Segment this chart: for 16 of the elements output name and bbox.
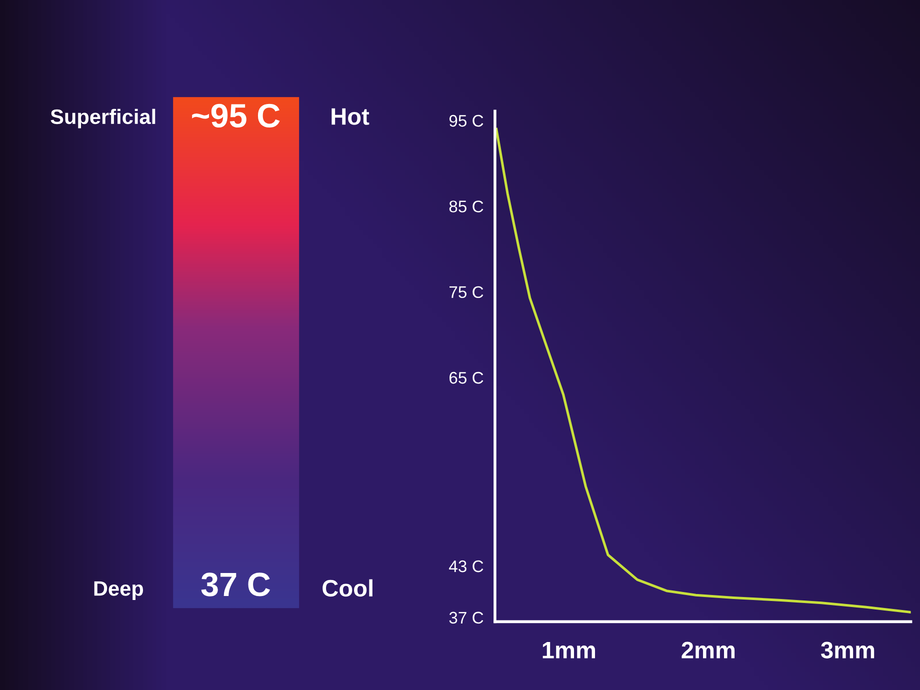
text: 37 C — [201, 572, 270, 596]
y-tick-label: 37 C — [449, 612, 484, 624]
x-tick-label: 1mm — [542, 642, 596, 658]
y-tick-label: 85 C — [449, 200, 484, 212]
y-tick-label: 65 C — [449, 372, 484, 384]
text: Deep — [94, 581, 144, 600]
y-tick-label: 43 C — [449, 560, 484, 572]
line-series — [495, 128, 911, 614]
x-tick-label: 3mm — [820, 642, 874, 659]
text: Cool — [322, 579, 372, 597]
text: Hot — [332, 108, 370, 125]
y-tick-label: 75 C — [450, 286, 484, 298]
x-tick-label: 2mm — [682, 642, 735, 658]
y-tick-label: 95 C — [449, 114, 484, 127]
text: ~95 C — [192, 104, 280, 128]
text: Superficial — [50, 108, 156, 128]
